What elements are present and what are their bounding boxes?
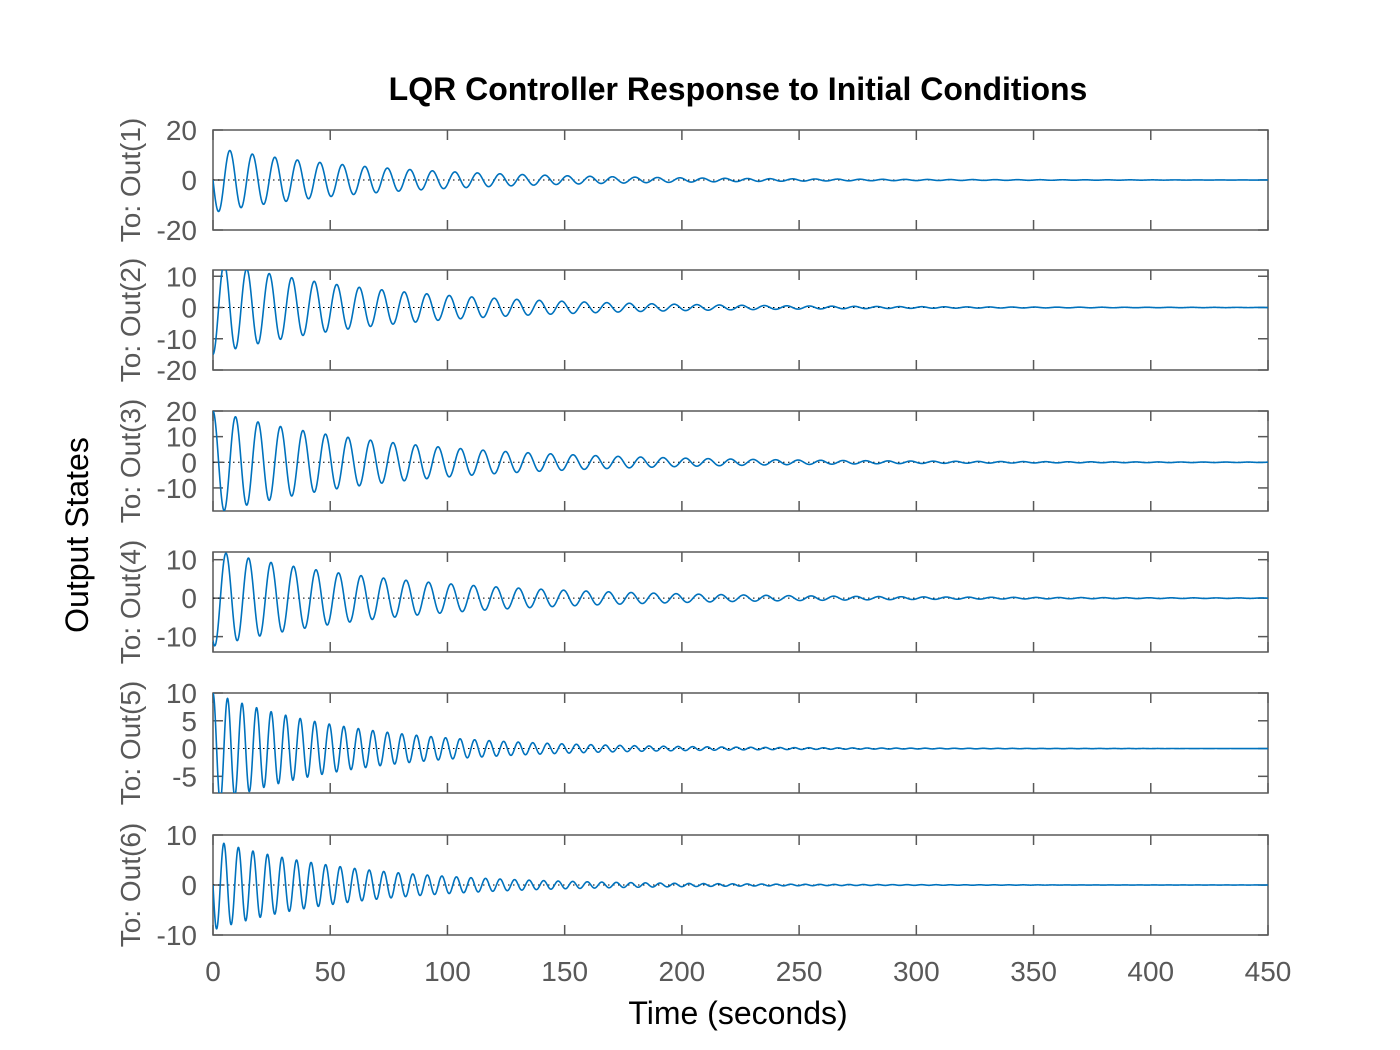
y-tick-label: 10 <box>166 422 197 453</box>
x-tick-label: 150 <box>541 956 588 987</box>
y-tick-label: 0 <box>181 583 197 614</box>
subplot-4: 10 0 -10 To: Out(4) <box>115 540 1269 664</box>
x-tick-labels: 0 50 100 150 200 250 300 350 400 450 <box>205 956 1291 987</box>
x-tick-label: 300 <box>893 956 940 987</box>
y-tick-label: 0 <box>181 870 197 901</box>
x-axis-label: Time (seconds) <box>628 995 847 1031</box>
y-tick-label: -20 <box>157 215 197 246</box>
y-tick-label: 10 <box>166 820 197 851</box>
y-tick-label: 0 <box>181 293 197 324</box>
subplot-2: 100-10-20 To: Out(2) <box>115 258 1269 386</box>
subplot-1: 20 0 -20 To: Out(1) <box>115 115 1269 246</box>
y-tick-label: -5 <box>172 761 197 792</box>
subplot-3-ylabel: To: Out(3) <box>115 399 146 523</box>
subplot-5-axes-box <box>212 692 1269 794</box>
subplot-5-response-line <box>213 693 1268 793</box>
y-tick-label: -10 <box>157 473 197 504</box>
subplot-1-response-line <box>213 149 1268 213</box>
x-tick-label: 0 <box>205 956 221 987</box>
chart-title: LQR Controller Response to Initial Condi… <box>389 71 1088 107</box>
x-tick-label: 100 <box>424 956 471 987</box>
y-tick-label: 10 <box>166 545 197 576</box>
y-tick-label: 0 <box>181 447 197 478</box>
y-tick-label: 10 <box>166 261 197 292</box>
y-tick-label: 20 <box>166 115 197 146</box>
subplot-1-ylabel: To: Out(1) <box>115 118 146 242</box>
y-tick-label: -20 <box>157 355 197 386</box>
x-tick-label: 250 <box>776 956 823 987</box>
subplot-4-ylabel: To: Out(4) <box>115 540 146 664</box>
y-axis-label: Output States <box>59 437 95 633</box>
y-tick-label: -10 <box>157 324 197 355</box>
y-tick-label: 20 <box>166 396 197 427</box>
x-tick-label: 200 <box>659 956 706 987</box>
x-tick-label: 350 <box>1010 956 1057 987</box>
subplot-6-ylabel: To: Out(6) <box>115 823 146 947</box>
subplot-2-response-line <box>213 270 1268 356</box>
subplot-3-axes-box <box>212 410 1269 512</box>
y-tick-label: 0 <box>181 165 197 196</box>
subplot-6-response-line <box>213 842 1268 930</box>
y-tick-label: 5 <box>181 706 197 737</box>
subplot-2-axes-box <box>212 269 1269 371</box>
x-tick-label: 400 <box>1127 956 1174 987</box>
subplot-6: 10 0 -10 To: Out(6) <box>115 820 1269 951</box>
x-tick-label: 50 <box>315 956 346 987</box>
y-tick-label: 0 <box>181 734 197 765</box>
x-tick-label: 450 <box>1245 956 1292 987</box>
y-tick-label: -10 <box>157 920 197 951</box>
subplot-2-ylabel: To: Out(2) <box>115 258 146 382</box>
y-tick-label: -10 <box>157 622 197 653</box>
y-tick-label: 10 <box>166 678 197 709</box>
subplot-4-axes-box <box>212 551 1269 653</box>
subplot-3-response-line <box>213 411 1268 511</box>
subplot-4-response-line <box>213 552 1268 647</box>
subplot-5-ylabel: To: Out(5) <box>115 681 146 805</box>
